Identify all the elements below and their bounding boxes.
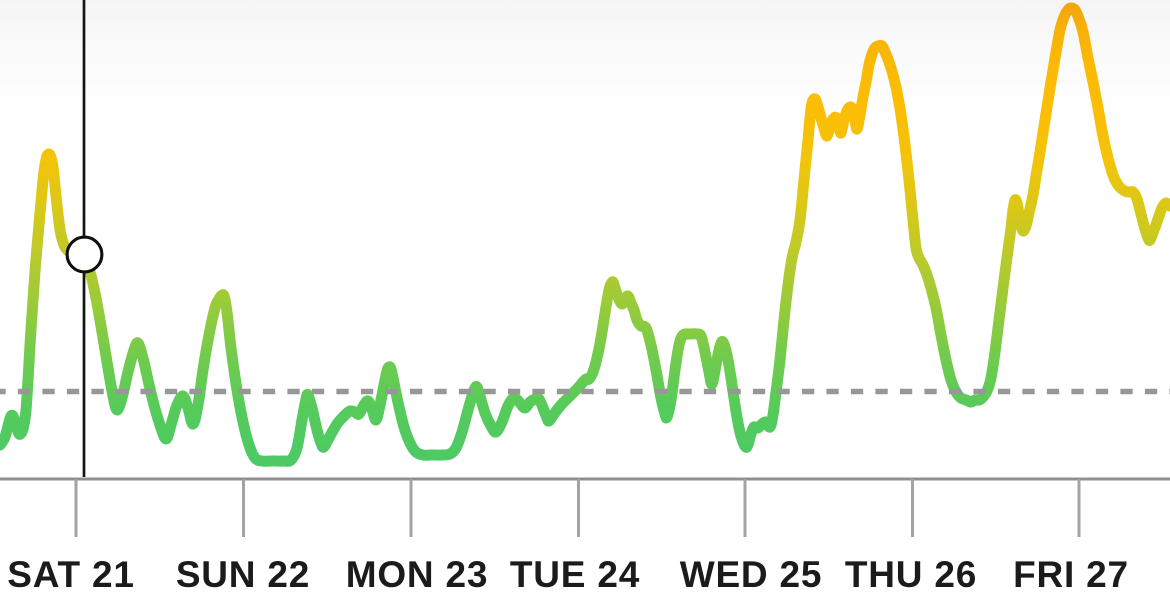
svg-text:FRI 27: FRI 27 xyxy=(1013,554,1129,595)
svg-text:MON 23: MON 23 xyxy=(346,554,489,595)
svg-text:SAT 21: SAT 21 xyxy=(7,554,135,595)
svg-text:TUE 24: TUE 24 xyxy=(510,554,640,595)
svg-text:THU 26: THU 26 xyxy=(845,554,977,595)
svg-text:WED 25: WED 25 xyxy=(680,554,823,595)
svg-text:SUN 22: SUN 22 xyxy=(176,554,310,595)
